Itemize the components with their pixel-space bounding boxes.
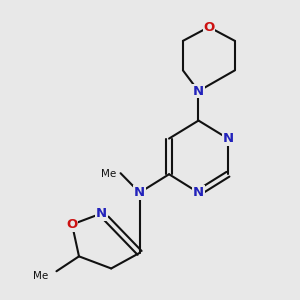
Text: N: N: [193, 85, 204, 98]
Text: Me: Me: [101, 169, 116, 179]
Text: N: N: [134, 186, 145, 199]
Text: O: O: [203, 20, 214, 34]
Text: N: N: [222, 132, 233, 145]
Text: O: O: [66, 218, 78, 231]
Text: N: N: [193, 186, 204, 199]
Text: Me: Me: [33, 272, 49, 281]
Text: N: N: [96, 207, 107, 220]
